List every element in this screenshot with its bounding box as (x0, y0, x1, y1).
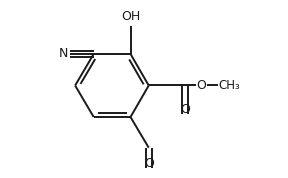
Text: N: N (58, 48, 68, 61)
Text: O: O (196, 79, 206, 92)
Text: O: O (144, 158, 154, 171)
Text: OH: OH (121, 10, 140, 23)
Text: CH₃: CH₃ (219, 79, 240, 92)
Text: O: O (180, 103, 190, 116)
